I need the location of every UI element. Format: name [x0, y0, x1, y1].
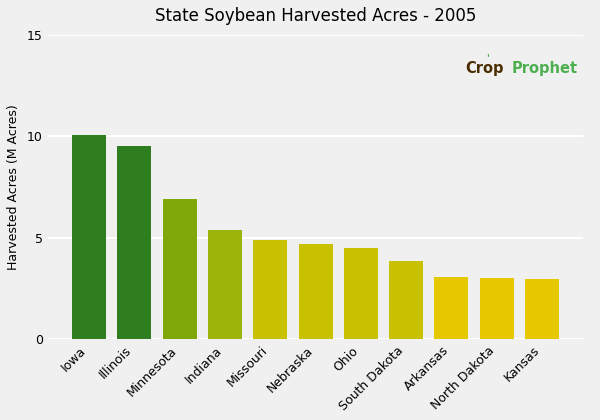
Bar — [525, 279, 559, 339]
Text: ': ' — [487, 54, 489, 63]
Text: Crop: Crop — [466, 61, 504, 76]
Bar — [163, 199, 197, 339]
Bar — [480, 278, 514, 339]
Bar — [72, 135, 106, 339]
Bar — [208, 230, 242, 339]
Title: State Soybean Harvested Acres - 2005: State Soybean Harvested Acres - 2005 — [155, 7, 476, 25]
Bar — [389, 261, 423, 339]
Bar — [253, 240, 287, 339]
Y-axis label: Harvested Acres (M Acres): Harvested Acres (M Acres) — [7, 104, 20, 270]
Bar — [117, 147, 151, 339]
Bar — [434, 277, 469, 339]
Bar — [344, 248, 378, 339]
Bar — [299, 244, 332, 339]
Text: Prophet: Prophet — [511, 61, 577, 76]
